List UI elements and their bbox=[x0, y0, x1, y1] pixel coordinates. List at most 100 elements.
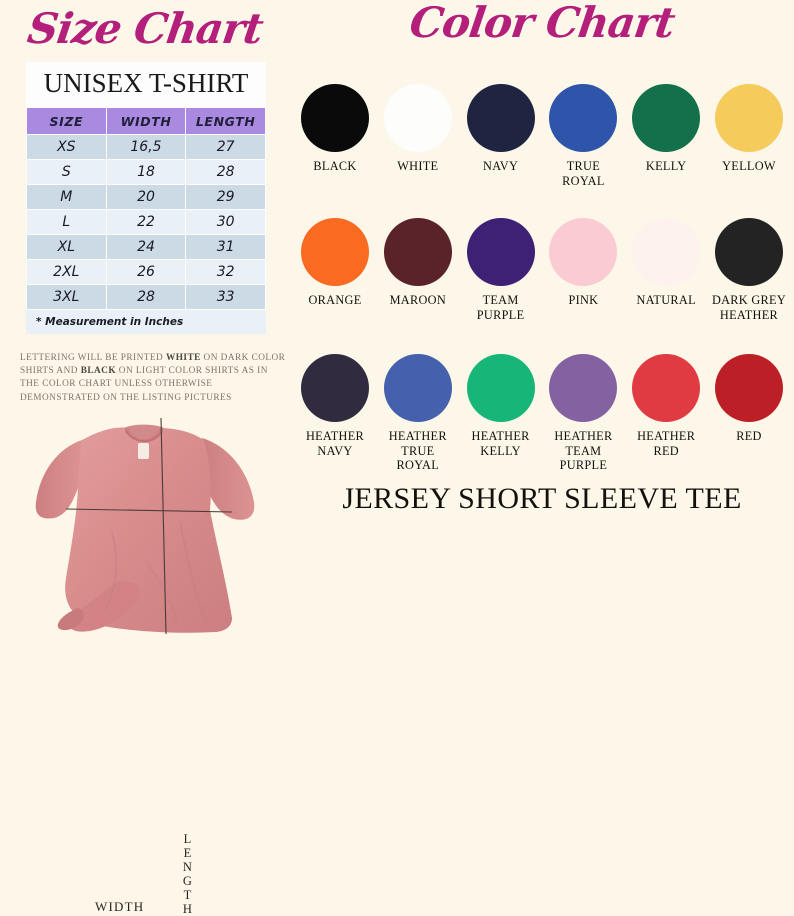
color-swatch-row: HEATHER NAVY HEATHER TRUE ROYAL HEATHER … bbox=[290, 354, 794, 473]
lettering-bold-white: WHITE bbox=[165, 353, 201, 363]
swatch-label: YELLOW bbox=[722, 159, 776, 173]
swatch-label: NAVY bbox=[483, 159, 519, 173]
cell-length: 28 bbox=[185, 159, 266, 185]
swatch-dot bbox=[549, 354, 618, 422]
color-swatch-row: BLACK WHITE NAVY TRUE ROYAL KELLY YELLOW bbox=[290, 84, 794, 188]
swatch-dot bbox=[549, 218, 618, 286]
length-letter: G bbox=[182, 874, 194, 888]
swatch-dot bbox=[301, 84, 369, 152]
color-swatch-maroon[interactable]: MAROON bbox=[379, 218, 457, 322]
cell-width: 26 bbox=[105, 259, 187, 285]
swatch-label: HEATHER RED bbox=[637, 429, 696, 458]
table-header-row: SIZE WIDTH LENGTH bbox=[26, 107, 266, 135]
swatch-dot bbox=[632, 218, 701, 286]
size-chart-panel: Size Chart UNISEX T-SHIRT SIZE WIDTH LEN… bbox=[0, 0, 290, 916]
length-letter: N bbox=[182, 860, 194, 874]
measurement-unit-note: * Measurement in Inches bbox=[26, 310, 266, 334]
lettering-disclaimer: LETTERING WILL BE PRINTED WHITE ON DARK … bbox=[20, 352, 286, 405]
table-row: 3XL 28 33 bbox=[26, 284, 266, 310]
cell-length: 30 bbox=[185, 209, 266, 235]
swatch-label: RED bbox=[736, 429, 762, 443]
swatch-label: HEATHER KELLY bbox=[471, 429, 530, 458]
swatch-dot bbox=[301, 218, 369, 286]
column-header-size: SIZE bbox=[26, 107, 107, 135]
column-header-length: LENGTH bbox=[185, 107, 266, 135]
color-swatch-heather-kelly[interactable]: HEATHER KELLY bbox=[462, 354, 540, 473]
table-row: M 20 29 bbox=[26, 184, 266, 210]
tshirt-illustration: WIDTH L E N G T H bbox=[20, 412, 282, 916]
size-chart-card: UNISEX T-SHIRT SIZE WIDTH LENGTH XS 16,5… bbox=[26, 62, 266, 334]
table-row: XL 24 31 bbox=[26, 234, 266, 260]
color-swatch-heather-true-royal[interactable]: HEATHER TRUE ROYAL bbox=[379, 354, 457, 473]
swatch-dot bbox=[301, 354, 369, 422]
swatch-dot bbox=[383, 218, 452, 286]
color-swatch-dark-grey-heather[interactable]: DARK GREY HEATHER bbox=[710, 218, 788, 322]
table-row: 2XL 26 32 bbox=[26, 259, 266, 285]
cell-width: 24 bbox=[105, 234, 187, 260]
color-swatch-orange[interactable]: ORANGE bbox=[296, 218, 374, 322]
swatch-label: PINK bbox=[568, 293, 599, 307]
color-chart-panel: Color Chart BLACK WHITE NAVY TRUE ROYAL … bbox=[290, 0, 794, 635]
color-swatch-red[interactable]: RED bbox=[710, 354, 788, 473]
swatch-label: NATURAL bbox=[636, 293, 696, 307]
cell-width: 22 bbox=[105, 209, 187, 235]
table-row: XS 16,5 27 bbox=[26, 134, 266, 160]
swatch-label: KELLY bbox=[645, 159, 687, 173]
cell-length: 29 bbox=[185, 184, 266, 210]
length-letter: H bbox=[182, 902, 194, 916]
color-chart-title: Color Chart bbox=[406, 0, 678, 47]
color-swatch-kelly[interactable]: KELLY bbox=[627, 84, 705, 188]
table-row: S 18 28 bbox=[26, 159, 266, 185]
color-swatch-natural[interactable]: NATURAL bbox=[627, 218, 705, 322]
tshirt-graphic bbox=[35, 417, 255, 635]
color-swatch-pink[interactable]: PINK bbox=[544, 218, 622, 322]
table-row: L 22 30 bbox=[26, 209, 266, 235]
lettering-bold-black: BLACK bbox=[80, 366, 117, 377]
swatch-label: MAROON bbox=[389, 293, 447, 307]
swatch-dot bbox=[466, 84, 535, 152]
cell-length: 32 bbox=[185, 259, 266, 285]
length-letter: L bbox=[183, 832, 193, 846]
color-swatch-true-royal[interactable]: TRUE ROYAL bbox=[544, 84, 622, 188]
size-table: SIZE WIDTH LENGTH XS 16,5 27 S 18 28 M bbox=[26, 107, 266, 310]
color-swatch-team-purple[interactable]: TEAM PURPLE bbox=[462, 218, 540, 322]
swatch-dot bbox=[714, 354, 783, 422]
length-letter: T bbox=[183, 888, 193, 902]
unisex-tshirt-heading: UNISEX T-SHIRT bbox=[43, 68, 249, 98]
color-swatch-heather-navy[interactable]: HEATHER NAVY bbox=[296, 354, 374, 473]
cell-width: 20 bbox=[105, 184, 187, 210]
lettering-part-3: ON LIGHT COLOR SHIRTS AS IN THE COLOR CH… bbox=[20, 366, 268, 403]
length-measure-label: L E N G T H bbox=[180, 832, 196, 916]
cell-width: 28 bbox=[105, 284, 187, 310]
color-swatch-heather-red[interactable]: HEATHER RED bbox=[627, 354, 705, 473]
swatch-label: HEATHER TRUE ROYAL bbox=[388, 429, 447, 472]
color-swatch-heather-team-purple[interactable]: HEATHER TEAM PURPLE bbox=[544, 354, 622, 473]
cell-size: XL bbox=[26, 234, 107, 260]
swatch-dot bbox=[466, 354, 535, 422]
color-swatch-yellow[interactable]: YELLOW bbox=[710, 84, 788, 188]
swatch-label: ORANGE bbox=[308, 293, 362, 307]
swatch-dot bbox=[632, 354, 701, 422]
swatch-label: BLACK bbox=[313, 159, 357, 173]
swatch-dot bbox=[714, 84, 783, 152]
size-chart-title: Size Chart bbox=[24, 4, 266, 53]
swatch-label: WHITE bbox=[397, 159, 439, 173]
cell-size: L bbox=[26, 209, 107, 235]
cell-width: 18 bbox=[105, 159, 187, 185]
swatch-label: DARK GREY HEATHER bbox=[711, 293, 787, 322]
cell-size: 2XL bbox=[26, 259, 107, 285]
cell-length: 33 bbox=[185, 284, 266, 310]
jersey-short-sleeve-tee-title: JERSEY SHORT SLEEVE TEE bbox=[342, 482, 742, 515]
swatch-label: TRUE ROYAL bbox=[562, 159, 605, 188]
swatch-label: TEAM PURPLE bbox=[476, 293, 525, 322]
color-swatch-navy[interactable]: NAVY bbox=[462, 84, 540, 188]
width-measure-line bbox=[65, 508, 233, 513]
cell-size: 3XL bbox=[26, 284, 107, 310]
lettering-part-1: LETTERING WILL BE PRINTED bbox=[20, 353, 166, 363]
color-swatch-black[interactable]: BLACK bbox=[296, 84, 374, 188]
cell-size: M bbox=[26, 184, 107, 210]
swatch-label: HEATHER NAVY bbox=[305, 429, 365, 458]
color-swatch-row: ORANGE MAROON TEAM PURPLE PINK NATURAL D… bbox=[290, 218, 794, 322]
color-swatch-white[interactable]: WHITE bbox=[379, 84, 457, 188]
length-letter: E bbox=[183, 846, 193, 860]
